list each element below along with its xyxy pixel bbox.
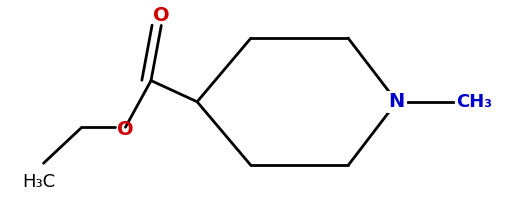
Text: N: N bbox=[389, 92, 405, 111]
Text: O: O bbox=[117, 120, 134, 139]
Text: CH₃: CH₃ bbox=[456, 93, 492, 111]
Text: H₃C: H₃C bbox=[22, 173, 55, 191]
Text: O: O bbox=[153, 6, 169, 25]
